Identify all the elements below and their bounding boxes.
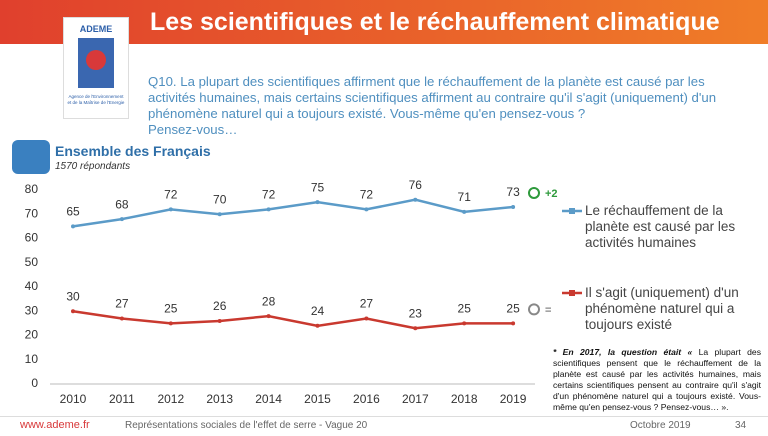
data-label: 75 (311, 180, 325, 194)
x-tick-label: 2017 (402, 392, 429, 406)
x-tick-label: 2014 (255, 392, 282, 406)
data-point (364, 207, 369, 212)
data-point (168, 321, 173, 326)
x-tick-label: 2015 (304, 392, 331, 406)
annotation: = (545, 304, 551, 316)
data-point (71, 224, 75, 229)
data-point (315, 323, 320, 328)
slide-title: Les scientifiques et le réchauffement cl… (150, 8, 720, 36)
data-label: 68 (115, 197, 129, 211)
logo-dot (86, 50, 106, 70)
footnote: * En 2017, la question était « La plupar… (553, 347, 761, 413)
y-tick-label: 10 (25, 352, 39, 366)
data-label: 30 (66, 289, 80, 303)
x-tick-label: 2010 (60, 392, 87, 406)
data-point (511, 321, 516, 326)
data-label: 71 (458, 190, 472, 204)
data-label: 28 (262, 294, 276, 308)
data-point (71, 309, 75, 314)
data-label: 25 (506, 302, 520, 316)
data-point (315, 200, 320, 205)
x-tick-label: 2019 (500, 392, 527, 406)
x-tick-label: 2016 (353, 392, 380, 406)
logo-caption: Agence de l'Environnement et de la Maîtr… (67, 94, 125, 105)
data-label: 70 (213, 192, 227, 206)
x-tick-label: 2018 (451, 392, 478, 406)
data-label: 72 (262, 188, 276, 202)
footer-study: Représentations sociales de l'effet de s… (125, 420, 368, 431)
data-label: 65 (66, 205, 80, 219)
series-line (72, 198, 514, 228)
data-label: 72 (164, 188, 178, 202)
y-tick-label: 70 (25, 206, 39, 220)
data-point (462, 321, 467, 326)
y-tick-label: 60 (25, 231, 39, 245)
footer-site: www.ademe.fr (20, 419, 90, 431)
data-point (217, 318, 222, 323)
x-tick-label: 2011 (109, 392, 135, 406)
data-label: 24 (311, 304, 325, 318)
data-label: 23 (409, 306, 423, 320)
data-label: 27 (360, 297, 374, 311)
chart-title: Ensemble des Français (55, 143, 211, 159)
y-tick-label: 0 (31, 376, 38, 390)
chart-subtitle: 1570 répondants (55, 161, 131, 172)
footer-rule (0, 416, 768, 417)
data-point (217, 212, 222, 217)
data-point (119, 217, 124, 222)
data-point (511, 204, 516, 209)
data-point (119, 316, 124, 321)
x-tick-label: 2012 (157, 392, 184, 406)
legend-entry: Le réchauffement de la planète est causé… (585, 203, 736, 250)
question-text: Q10. La plupart des scientifiques affirm… (148, 74, 717, 121)
data-label: 72 (360, 188, 374, 202)
data-point (266, 207, 271, 212)
y-tick-label: 80 (25, 182, 39, 196)
y-tick-label: 20 (25, 328, 39, 342)
data-label: 76 (409, 178, 423, 192)
logo: ADEME Agence de l'Environnement et de la… (63, 17, 129, 119)
y-tick-label: 40 (25, 279, 39, 293)
annotation: +2 (545, 188, 558, 200)
data-label: 26 (213, 299, 227, 313)
footnote-lead: * En 2017, la question était « (553, 347, 693, 357)
data-point (266, 314, 271, 319)
question: Q10. La plupart des scientifiques affirm… (148, 74, 748, 138)
logo-name: ADEME (79, 24, 113, 34)
x-tick-label: 2013 (206, 392, 233, 406)
legend-marker-dot (569, 290, 575, 296)
data-label: 25 (458, 302, 472, 316)
legend-entry: Il s'agit (uniquement) d'un phénomène na… (585, 285, 739, 332)
data-label: 27 (115, 297, 129, 311)
series-line (72, 310, 514, 330)
data-label: 25 (164, 302, 178, 316)
data-point (462, 209, 467, 214)
france-icon (12, 140, 50, 174)
data-point (413, 326, 418, 331)
legend-marker-dot (569, 208, 575, 214)
footnote-text: La plupart des scientifiques pensent que… (553, 347, 761, 412)
trend-icon (528, 303, 540, 316)
footer-page: 34 (735, 420, 747, 431)
y-tick-label: 50 (25, 255, 39, 269)
y-tick-label: 30 (25, 303, 39, 317)
trend-icon (528, 186, 540, 199)
data-point (413, 197, 418, 202)
data-point (364, 316, 369, 321)
logo-image (78, 38, 114, 88)
data-label: 73 (506, 185, 520, 199)
question-end: Pensez-vous… (148, 122, 238, 137)
data-point (168, 207, 173, 212)
footer-date: Octobre 2019 (630, 420, 691, 431)
